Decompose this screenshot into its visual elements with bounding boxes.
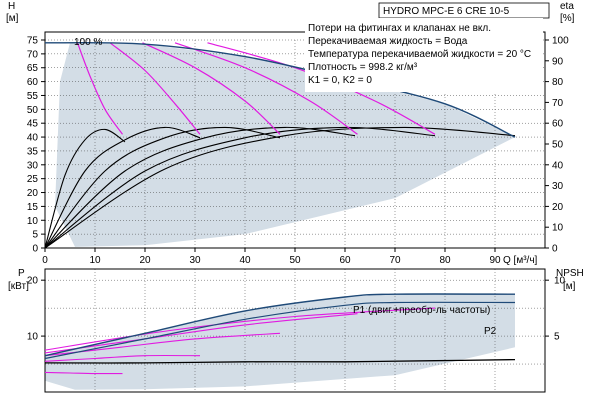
head-tick-label-1: 5 (32, 230, 38, 241)
eta-axis-unit: [%] (560, 13, 575, 24)
head-axis-label: H (8, 1, 15, 12)
eta-tick-label-9: 90 (552, 56, 564, 67)
power-envelope-area (45, 294, 515, 390)
speed-curve-0 (76, 42, 123, 135)
head-tick-label-14: 70 (27, 49, 39, 60)
head-tick-label-10: 50 (27, 105, 39, 116)
power-speed-curve-0 (44, 371, 123, 375)
notes-block: Потери на фитингах и клапанах не вкл. Пе… (305, 18, 543, 92)
eta-axis-ticks: 0 10 20 30 40 50 60 70 80 90 100 (545, 36, 569, 255)
p1-label: P1 (двиг.+преобр-ль частоты) (353, 304, 490, 316)
flow-tick-label-1: 10 (89, 255, 101, 266)
head-tick-label-5: 25 (27, 174, 39, 185)
flow-tick-label-3: 30 (189, 255, 201, 266)
note-k-factors: K1 = 0, K2 = 0 (308, 75, 372, 86)
npsh-axis-ticks: 5 10 (545, 276, 566, 343)
power-npsh-panel: 10 20 5 10 P [кВт] NPSH [м] P1 (двиг.+прео… (8, 268, 584, 393)
power-tick-label-0: 10 (27, 332, 39, 343)
note-density: Плотность = 998.2 кг/м³ (308, 62, 418, 73)
efficiency-curve-2 (44, 126, 281, 249)
eta-tick-label-7: 70 (552, 98, 564, 109)
p2-label: P2 (484, 326, 497, 337)
eta-axis-label: eta (560, 1, 574, 12)
flow-tick-label-9: 90 (489, 255, 501, 266)
note-fittings: Потери на фитингах и клапанах не вкл. (308, 22, 491, 34)
power-speed-curve-4 (44, 307, 436, 351)
top-grid-lines (45, 39, 545, 248)
npsh-tick-label-0: 5 (554, 332, 560, 343)
npsh-axis-unit: [м] (563, 281, 576, 292)
speed-label: 100 % (74, 37, 102, 48)
flow-tick-label-5: 50 (289, 255, 301, 266)
speed-curve-3 (174, 42, 358, 135)
head-tick-label-3: 15 (27, 202, 39, 213)
head-tick-label-4: 20 (27, 188, 39, 199)
head-tick-label-6: 30 (27, 160, 39, 171)
head-axis-unit: [м] (6, 13, 19, 24)
efficiency-curves (44, 126, 516, 249)
power-speed-curve-1 (44, 354, 201, 362)
eta-tick-label-1: 10 (552, 223, 564, 234)
npsh-tick-label-1: 10 (554, 276, 566, 287)
flow-tick-label-6: 60 (339, 255, 351, 266)
speed-curve-2 (142, 42, 281, 135)
npsh-curve-0 (44, 358, 516, 364)
npsh-curves (44, 358, 516, 364)
flow-tick-label-8: 80 (439, 255, 451, 266)
eta-tick-label-6: 60 (552, 119, 564, 130)
head-tick-label-2: 10 (27, 216, 39, 227)
power-tick-label-1: 20 (27, 276, 39, 287)
power-axis-label: P (18, 268, 25, 279)
eta-tick-label-8: 80 (552, 77, 564, 88)
efficiency-curve-5 (44, 126, 516, 249)
bottom-plot-frame (44, 268, 546, 393)
speed-curves (76, 42, 436, 135)
head-tick-label-0: 0 (32, 244, 38, 255)
head-tick-label-11: 55 (27, 91, 39, 102)
eta-tick-label-3: 30 (552, 181, 564, 192)
efficiency-curve-0 (44, 128, 126, 249)
eta-tick-label-4: 40 (552, 160, 564, 171)
flow-axis-label: Q [м³/ч] (503, 255, 538, 266)
head-efficiency-panel: 0 5 10 15 20 25 30 35 40 45 50 55 60 65 70 75 0 10 20 30 40… (6, 1, 575, 266)
head-tick-label-7: 35 (27, 146, 39, 157)
power-speed-curve-3 (44, 313, 358, 354)
flow-axis-ticks: 0 10 20 30 40 50 60 70 80 90 (42, 248, 501, 266)
note-temperature: Температура перекачиваемой жидкости = 20… (308, 49, 531, 60)
power-axis-unit: [кВт] (8, 281, 29, 292)
eta-tick-label-2: 20 (552, 202, 564, 213)
title-box: HYDRO MPC-E 6 CRE 10-5 (378, 2, 550, 19)
speed-curve-1 (109, 42, 201, 135)
efficiency-curve-1 (44, 126, 201, 249)
efficiency-curve-3 (44, 126, 356, 249)
flow-tick-label-7: 70 (389, 255, 401, 266)
p1-curve (44, 293, 516, 357)
flow-tick-label-4: 40 (239, 255, 251, 266)
p2-curve (44, 301, 516, 360)
chart-title: HYDRO MPC-E 6 CRE 10-5 (383, 6, 510, 17)
head-tick-label-9: 45 (27, 119, 39, 130)
flow-tick-label-0: 0 (42, 255, 48, 266)
eta-tick-label-5: 50 (552, 140, 564, 151)
max-head-curve (44, 41, 516, 138)
head-tick-label-15: 75 (27, 36, 39, 47)
eta-tick-label-10: 100 (552, 36, 569, 47)
power-axis-ticks: 10 20 (27, 276, 45, 343)
flow-tick-label-2: 20 (139, 255, 151, 266)
bottom-grid-lines (45, 269, 545, 392)
operating-envelope-area (45, 42, 515, 247)
head-tick-label-12: 60 (27, 77, 39, 88)
npsh-axis-label: NPSH (556, 268, 584, 279)
head-tick-label-13: 65 (27, 63, 39, 74)
head-axis-ticks: 0 5 10 15 20 25 30 35 40 45 50 55 60 65 70 75 (27, 36, 45, 255)
note-liquid: Перекачиваемая жидкость = Вода (308, 36, 468, 47)
eta-tick-label-0: 0 (552, 244, 558, 255)
head-tick-label-8: 40 (27, 133, 39, 144)
